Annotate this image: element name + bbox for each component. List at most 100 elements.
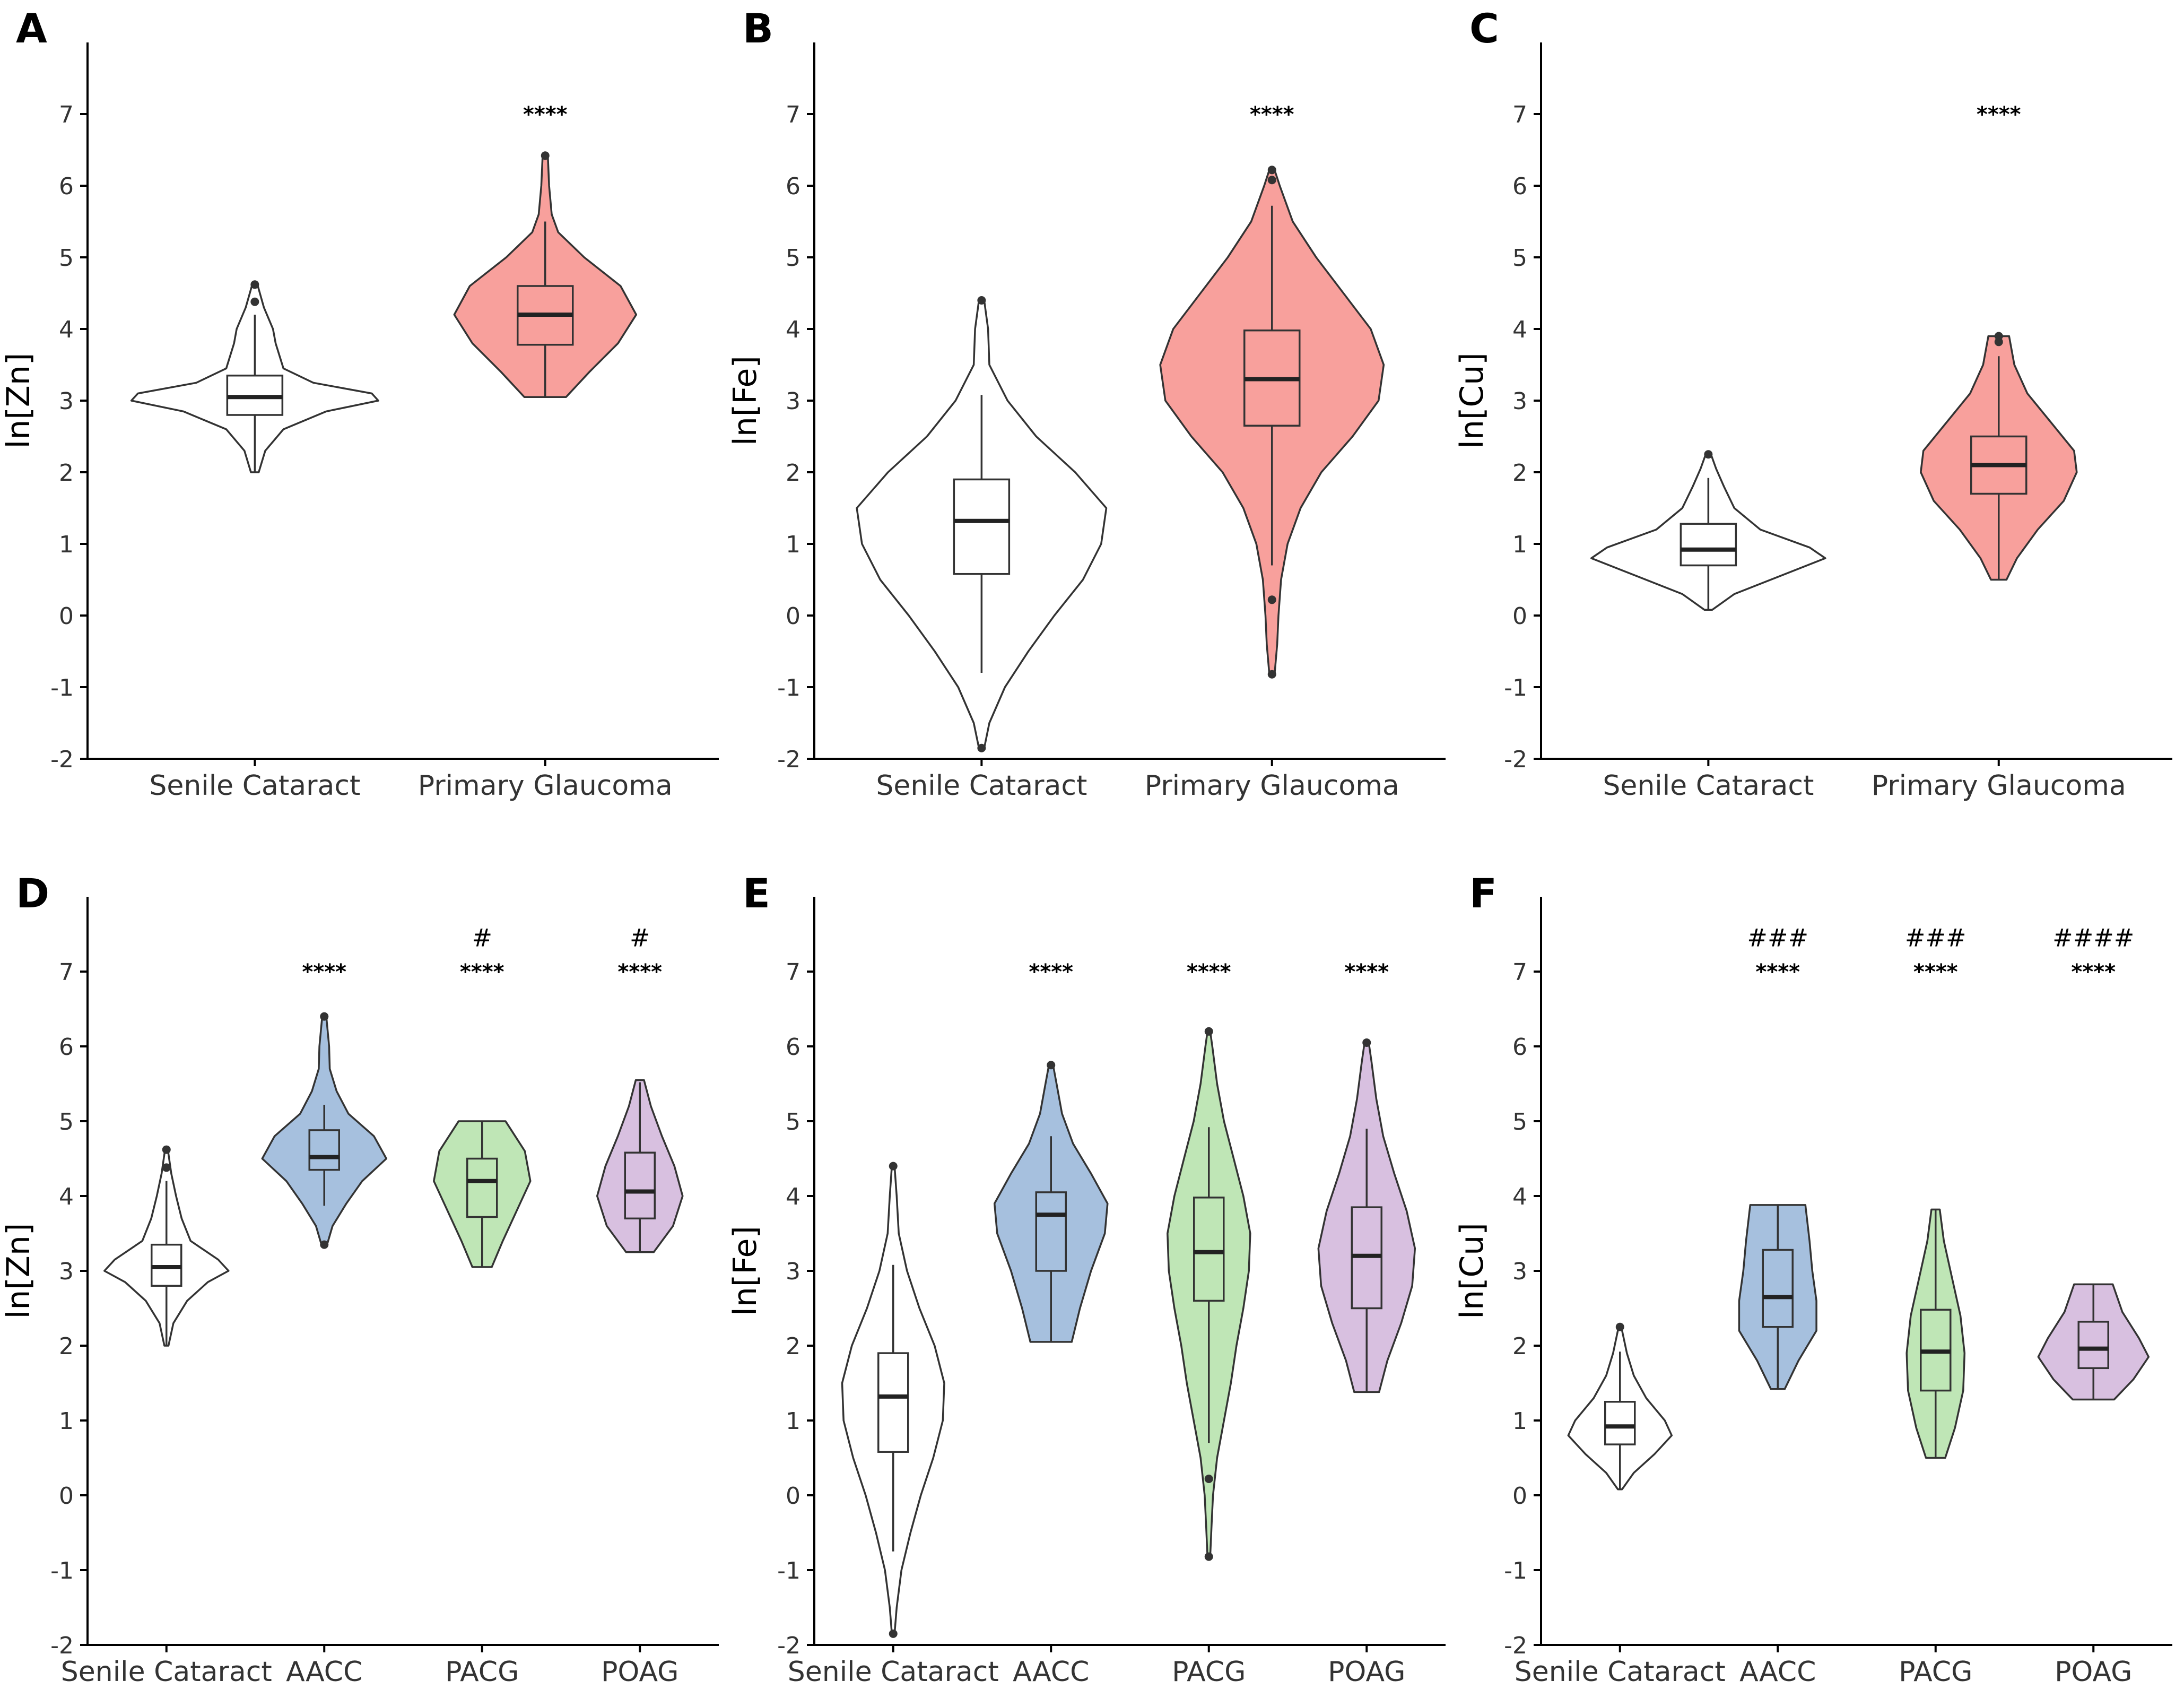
x-tick-label: Primary Glaucoma [418, 770, 673, 802]
iqr-box [2077, 1321, 2109, 1370]
group-senile-cataract [130, 280, 379, 473]
outlier-point [1267, 166, 1276, 175]
panel-letter: F [1469, 870, 1497, 917]
y-tick-label: 6 [786, 173, 800, 200]
y-tick-label: 1 [1512, 531, 1527, 558]
y-tick-label: 2 [786, 460, 800, 487]
panel-letter: A [16, 5, 47, 52]
significance-stars: **** [1913, 960, 1958, 984]
x-tick-label: POAG [601, 1656, 678, 1688]
y-tick-label: -2 [50, 746, 74, 773]
y-tick-label: 3 [786, 1258, 800, 1285]
x-tick-label: AACC [1739, 1656, 1816, 1688]
y-tick-label: -1 [777, 1557, 800, 1584]
y-tick-label: 4 [59, 316, 74, 343]
group-primary-glaucoma: **** [1920, 102, 2078, 581]
significance-hash: # [630, 924, 650, 952]
iqr-box [877, 1352, 909, 1453]
y-tick-label: 2 [1512, 460, 1527, 487]
y-tick-label: 7 [1512, 101, 1527, 128]
panel-letter: B [743, 5, 773, 52]
y-tick-label: 0 [786, 603, 800, 630]
group-senile-cataract [103, 1145, 230, 1347]
significance-hash: # [472, 924, 492, 952]
x-tick-label: Senile Cataract [788, 1656, 999, 1688]
y-tick-label: 0 [1512, 603, 1527, 630]
x-tick-label: AACC [286, 1656, 362, 1688]
group-poag: **** #### [2037, 924, 2150, 1401]
panel-F: F -2 -1 0 1 2 3 4 5 6 7 ln[Cu] Senile Cataract **** ##… [1454, 870, 2172, 1688]
y-tick-label: 1 [1512, 1408, 1527, 1435]
y-tick-label: 7 [59, 959, 74, 986]
outlier-point [889, 1629, 898, 1638]
y-tick-label: 5 [786, 245, 800, 272]
y-tick-label: 3 [1512, 388, 1527, 415]
significance-hash: #### [2052, 924, 2134, 952]
x-tick-label: Senile Cataract [61, 1656, 272, 1688]
group-pacg: **** # [433, 924, 532, 1268]
significance-stars: **** [1250, 102, 1294, 127]
x-tick-label: PACG [1899, 1656, 1972, 1688]
y-tick-label: 5 [786, 1108, 800, 1136]
iqr-box [1035, 1191, 1067, 1272]
y-tick-label: 4 [786, 316, 800, 343]
group-senile-cataract [1567, 1322, 1673, 1491]
y-axis-label: ln[Zn] [0, 1223, 37, 1319]
y-tick-label: 7 [59, 101, 74, 128]
group-pacg: **** [1167, 960, 1251, 1561]
x-tick-label: POAG [2055, 1656, 2132, 1688]
x-tick-label: Senile Cataract [1515, 1656, 1726, 1688]
group-primary-glaucoma: **** [1159, 102, 1385, 679]
significance-stars: **** [2071, 960, 2116, 984]
panel-letter: D [16, 870, 49, 917]
group-aacc: **** [261, 960, 388, 1249]
y-tick-label: 5 [1512, 1108, 1527, 1136]
iqr-box [1680, 523, 1737, 567]
outlier-point [1204, 1474, 1213, 1483]
y-axis-label: ln[Fe] [727, 1226, 764, 1316]
panel-A: A -2 -1 0 1 2 3 4 5 6 7 ln[Zn] Senile Cataract **** Pr… [0, 5, 719, 802]
y-tick-label: 4 [1512, 1183, 1527, 1210]
y-tick-label: 3 [59, 388, 74, 415]
y-tick-label: 7 [786, 101, 800, 128]
x-tick-label: Senile Cataract [149, 770, 360, 802]
iqr-box [1762, 1249, 1794, 1328]
y-tick-label: 6 [786, 1034, 800, 1061]
outlier-point [1204, 1027, 1213, 1036]
iqr-box [1193, 1197, 1225, 1302]
outlier-point [1267, 595, 1276, 604]
group-primary-glaucoma: **** [453, 102, 638, 398]
outlier-point [1615, 1322, 1624, 1331]
outlier-point [977, 296, 986, 305]
y-tick-label: 5 [59, 245, 74, 272]
y-tick-label: 2 [786, 1333, 800, 1360]
x-tick-label: PACG [445, 1656, 519, 1688]
x-tick-label: PACG [1172, 1656, 1246, 1688]
y-axis-label: ln[Fe] [727, 356, 764, 446]
y-tick-label: -2 [1504, 746, 1527, 773]
y-tick-label: 4 [1512, 316, 1527, 343]
y-axis-label: ln[Cu] [1454, 1223, 1491, 1319]
y-tick-label: 4 [786, 1183, 800, 1210]
outlier-point [889, 1162, 898, 1171]
y-tick-label: 7 [1512, 959, 1527, 986]
y-tick-label: 2 [59, 1333, 74, 1360]
significance-stars: **** [523, 102, 568, 127]
y-tick-label: 0 [1512, 1483, 1527, 1510]
y-tick-label: 1 [59, 531, 74, 558]
y-tick-label: 1 [786, 1408, 800, 1435]
outlier-point [162, 1145, 171, 1154]
significance-stars: **** [1029, 960, 1073, 984]
group-pacg: **** ### [1905, 924, 1967, 1459]
group-aacc: **** [993, 960, 1109, 1343]
y-tick-label: 0 [59, 603, 74, 630]
outlier-point [162, 1163, 171, 1172]
y-tick-label: 6 [59, 1034, 74, 1061]
panel-B: B -2 -1 0 1 2 3 4 5 6 7 ln[Fe] Senile Cataract **** Pr… [727, 5, 1446, 802]
y-tick-label: 6 [1512, 1034, 1527, 1061]
y-tick-label: 3 [59, 1258, 74, 1285]
y-tick-label: 0 [786, 1483, 800, 1510]
outlier-point [1267, 176, 1276, 185]
y-axis-label: ln[Cu] [1454, 352, 1491, 448]
